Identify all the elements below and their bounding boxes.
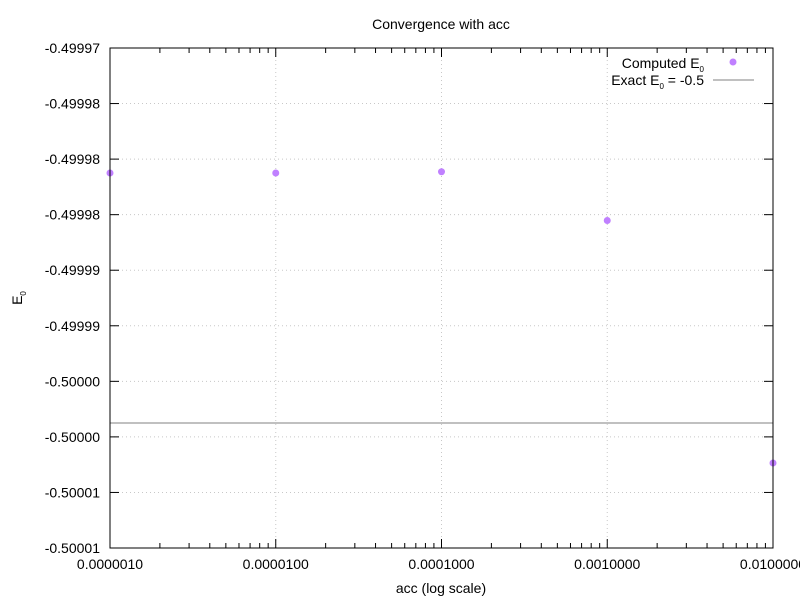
x-tick-label: 0.0000100 — [243, 556, 309, 572]
y-axis-label-subscript: 0 — [19, 291, 28, 296]
y-axis-label: E0 — [9, 291, 28, 305]
y-tick-label: -0.50000 — [45, 429, 100, 445]
legend-label-subscript: 0 — [700, 65, 705, 74]
legend-point-swatch — [729, 58, 737, 66]
y-tick-label: -0.49998 — [45, 207, 100, 223]
axis-ticks — [109, 47, 774, 549]
y-axis-label-base: E — [9, 296, 25, 305]
x-tick-label: 0.0000010 — [77, 556, 143, 572]
x-tick-label: 0.0010000 — [574, 556, 640, 572]
legend-label-subscript: 0 — [659, 82, 664, 91]
y-tick-label: -0.50000 — [45, 373, 100, 389]
legend-label-base: Exact E — [611, 72, 659, 88]
plot-data — [106, 168, 777, 467]
grid — [110, 48, 773, 548]
y-tick-label: -0.49999 — [45, 262, 100, 278]
legend-label: Computed E0 — [622, 55, 705, 74]
y-tick-label: -0.49997 — [45, 40, 100, 56]
y-tick-label: -0.50001 — [45, 540, 100, 556]
legend-label: Exact E0 = -0.5 — [611, 72, 704, 91]
data-point — [603, 217, 611, 224]
axis-tick-labels: -0.49997 -0.49998 -0.49998 -0.49998 -0.49999… — [45, 40, 800, 572]
chart-title: Convergence with acc — [372, 16, 510, 32]
legend-label-tail: = -0.5 — [664, 72, 704, 88]
data-point — [438, 168, 445, 176]
x-tick-label: 0.0001000 — [408, 556, 474, 572]
data-point — [272, 169, 280, 177]
x-tick-label: 0.0100000 — [740, 556, 800, 572]
y-tick-label: -0.49998 — [45, 151, 100, 167]
legend-label-base: Computed E — [622, 55, 700, 71]
y-tick-label: -0.50001 — [45, 484, 100, 500]
y-tick-label: -0.49998 — [45, 96, 100, 112]
y-tick-label: -0.49999 — [45, 318, 100, 334]
x-axis-label: acc (log scale) — [396, 580, 486, 596]
